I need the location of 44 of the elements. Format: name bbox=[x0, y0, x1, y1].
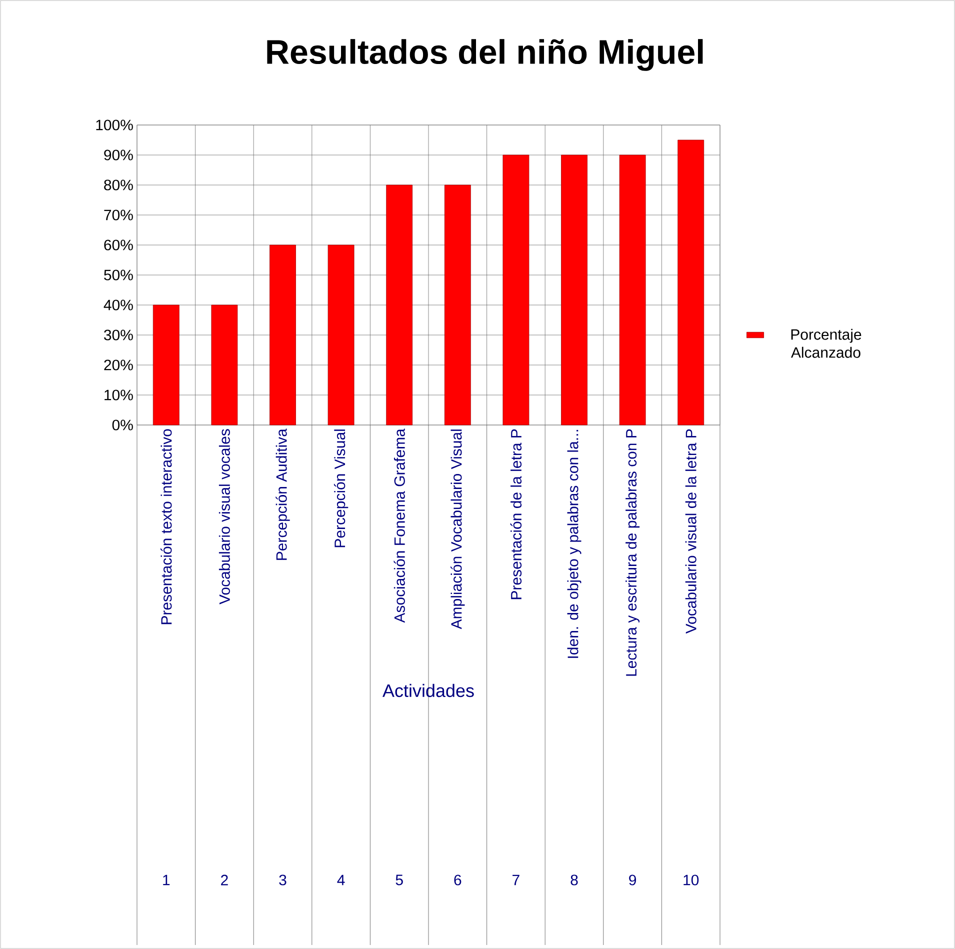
y-tick-label: 80% bbox=[104, 180, 133, 190]
y-tick-label: 40% bbox=[104, 300, 133, 310]
legend-label: Porcentaje Alcanzado bbox=[790, 328, 862, 358]
bar bbox=[386, 184, 413, 426]
x-tick-label: Vocabulario visual de la letra P bbox=[685, 429, 696, 634]
x-tick-label: Iden. de objeto y palabras con la... bbox=[567, 430, 582, 658]
chart-title: Resultados del niño Miguel bbox=[267, 39, 703, 71]
x-tick-label: Vocabulario visual vocales bbox=[218, 429, 230, 604]
text: 5 bbox=[396, 874, 403, 886]
text: 9 bbox=[629, 874, 636, 886]
y-tick-label: 70% bbox=[104, 210, 133, 220]
x-tick-label: Asociación Fonema Grafema bbox=[394, 428, 405, 623]
bar bbox=[619, 154, 646, 426]
y-tick-label: 0% bbox=[112, 420, 133, 430]
text: 8 bbox=[570, 874, 578, 886]
text: 10 bbox=[684, 874, 699, 886]
x-tick-label: Presentación texto interactivo bbox=[160, 429, 172, 624]
bar bbox=[328, 244, 354, 426]
x-tick-label: Lectura y escritura de palabras con P bbox=[626, 429, 640, 676]
y-tick-label: 50% bbox=[104, 270, 133, 280]
text: 4 bbox=[337, 874, 345, 886]
text: 6 bbox=[454, 874, 462, 886]
x-tick-label: Ampliación Vocabulario Visual bbox=[450, 430, 465, 630]
bar bbox=[678, 140, 704, 426]
bar bbox=[561, 154, 588, 426]
bar bbox=[152, 304, 180, 426]
y-tick-label: 90% bbox=[104, 150, 133, 160]
y-tick-label: 30% bbox=[104, 330, 133, 340]
bar bbox=[502, 154, 530, 426]
bar bbox=[444, 184, 471, 426]
y-tick-label: 60% bbox=[104, 240, 133, 250]
bar bbox=[211, 304, 238, 426]
y-tick-label: 10% bbox=[104, 390, 133, 400]
x-tick-label: Presentación de la letra P bbox=[510, 429, 522, 600]
text: 1 bbox=[163, 874, 170, 886]
text: 7 bbox=[512, 874, 520, 886]
x-axis-title: Actividades bbox=[382, 684, 474, 698]
text: 3 bbox=[279, 874, 286, 886]
x-tick-label: Percepción Visual bbox=[334, 430, 348, 548]
text: 2 bbox=[221, 874, 228, 886]
y-tick-label: 20% bbox=[104, 360, 133, 370]
x-tick-label: Percepción Auditiva bbox=[276, 428, 290, 560]
bar bbox=[270, 244, 296, 426]
y-tick-label: 100% bbox=[96, 120, 133, 130]
